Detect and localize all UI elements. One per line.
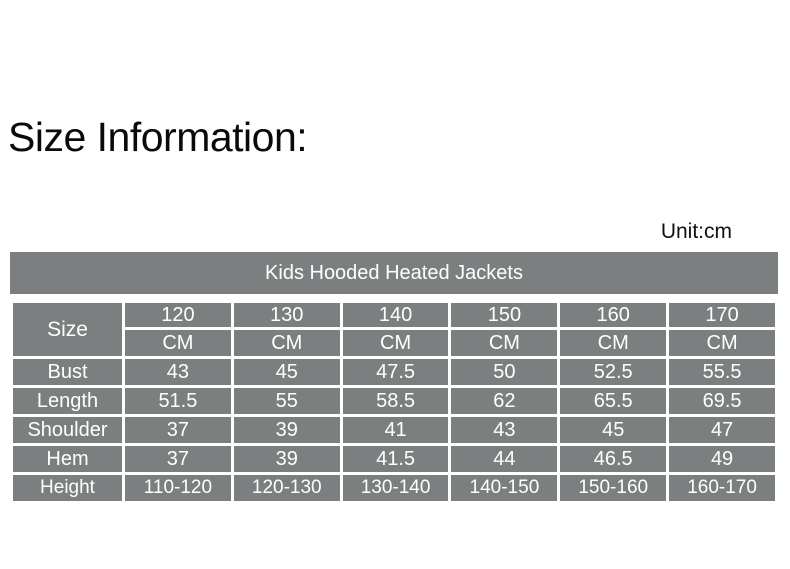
table-row-shoulder: Shoulder 37 39 41 43 45 47: [10, 414, 778, 446]
table-title: Kids Hooded Heated Jackets: [10, 252, 778, 294]
cm-cell: CM: [339, 327, 452, 359]
row-label-cell: Length: [10, 385, 125, 417]
table-row-height: Height 110-120 120-130 130-140 140-150 1…: [10, 472, 778, 504]
row-label-cell: Shoulder: [10, 414, 125, 446]
size-value-cell: 160: [557, 300, 670, 330]
value-cell: 41: [339, 414, 452, 446]
value-cell: 160-170: [666, 472, 778, 504]
page-title: Size Information:: [8, 114, 308, 160]
value-cell: 43: [122, 356, 234, 388]
size-value-cell: 150: [448, 300, 561, 330]
size-value-cell: 140: [339, 300, 452, 330]
value-cell: 130-140: [339, 472, 452, 504]
row-label-cell: Hem: [10, 443, 125, 475]
value-cell: 47: [666, 414, 778, 446]
value-cell: 62: [448, 385, 561, 417]
cm-cell: CM: [557, 327, 670, 359]
value-cell: 39: [230, 443, 343, 475]
value-cell: 69.5: [666, 385, 778, 417]
table-row-bust: Bust 43 45 47.5 50 52.5 55.5: [10, 356, 778, 388]
size-value-cell: 170: [666, 300, 778, 330]
value-cell: 37: [122, 443, 234, 475]
value-cell: 55: [230, 385, 343, 417]
value-cell: 110-120: [122, 472, 234, 504]
value-cell: 51.5: [122, 385, 234, 417]
value-cell: 45: [557, 414, 670, 446]
table-row-cm: CM CM CM CM CM CM: [12, 327, 778, 359]
value-cell: 41.5: [339, 443, 452, 475]
value-cell: 65.5: [557, 385, 670, 417]
value-cell: 45: [230, 356, 343, 388]
value-cell: 140-150: [448, 472, 561, 504]
value-cell: 52.5: [557, 356, 670, 388]
value-cell: 49: [666, 443, 778, 475]
value-cell: 55.5: [666, 356, 778, 388]
table-row-hem: Hem 37 39 41.5 44 46.5 49: [10, 443, 778, 475]
size-corner-cell: Size: [10, 300, 125, 359]
value-cell: 37: [122, 414, 234, 446]
size-value-cell: 120: [122, 300, 234, 330]
cm-cell: CM: [122, 327, 234, 359]
value-cell: 50: [448, 356, 561, 388]
cm-cell: CM: [448, 327, 561, 359]
cm-cell: CM: [230, 327, 343, 359]
value-cell: 46.5: [557, 443, 670, 475]
value-cell: 58.5: [339, 385, 452, 417]
value-cell: 43: [448, 414, 561, 446]
size-chart: Kids Hooded Heated Jackets Size 120 130 …: [10, 252, 778, 504]
row-label-cell: Bust: [10, 356, 125, 388]
cm-cell: CM: [666, 327, 778, 359]
value-cell: 120-130: [230, 472, 343, 504]
table-row-length: Length 51.5 55 58.5 62 65.5 69.5: [10, 385, 778, 417]
table-row-sizes: Size 120 130 140 150 160 170: [10, 300, 778, 359]
value-cell: 39: [230, 414, 343, 446]
unit-label: Unit:cm: [660, 220, 732, 243]
size-table: Size 120 130 140 150 160 170 CM CM CM CM…: [10, 300, 778, 504]
value-cell: 150-160: [557, 472, 670, 504]
value-cell: 47.5: [339, 356, 452, 388]
size-value-cell: 130: [230, 300, 343, 330]
value-cell: 44: [448, 443, 561, 475]
row-label-cell: Height: [10, 472, 125, 504]
